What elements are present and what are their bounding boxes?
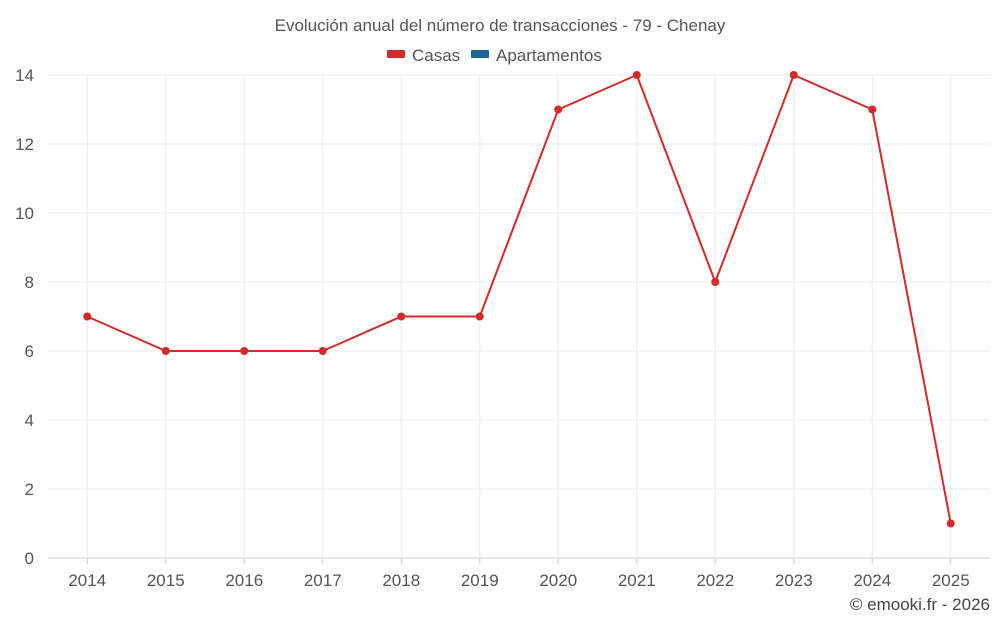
data-point-casas-2025[interactable] <box>946 519 955 528</box>
y-tick-label: 8 <box>25 273 34 292</box>
x-tick-label: 2014 <box>68 571 106 590</box>
y-tick-label: 0 <box>25 549 34 568</box>
legend-swatch-apartamentos <box>471 50 489 58</box>
x-tick-label: 2020 <box>539 571 577 590</box>
data-point-casas-2016[interactable] <box>240 347 249 355</box>
x-tick-label: 2023 <box>775 571 813 590</box>
chart-title: Evolución anual del número de transaccio… <box>275 16 726 35</box>
series <box>83 71 955 528</box>
credit-text: © emooki.fr - 2026 <box>850 595 990 614</box>
legend-label-casas: Casas <box>412 46 460 65</box>
x-tick-label: 2016 <box>225 571 263 590</box>
y-tick-label: 10 <box>15 204 34 223</box>
y-tick-label: 2 <box>25 480 34 499</box>
legend-label-apartamentos: Apartamentos <box>496 46 602 65</box>
legend: Casas Apartamentos <box>387 46 602 65</box>
legend-item-apartamentos[interactable]: Apartamentos <box>471 46 602 65</box>
x-tick-label: 2024 <box>853 571 891 590</box>
x-tick-label: 2017 <box>304 571 342 590</box>
grid <box>48 74 990 564</box>
data-point-casas-2014[interactable] <box>83 312 92 321</box>
data-point-casas-2020[interactable] <box>554 105 563 114</box>
legend-swatch-casas <box>387 50 405 58</box>
x-tick-label: 2019 <box>461 571 499 590</box>
data-point-casas-2019[interactable] <box>475 312 484 321</box>
data-point-casas-2015[interactable] <box>161 347 170 355</box>
data-point-casas-2023[interactable] <box>789 71 798 79</box>
data-point-casas-2022[interactable] <box>711 278 720 286</box>
x-tick-label: 2025 <box>932 571 970 590</box>
x-tick-label: 2015 <box>147 571 185 590</box>
legend-item-casas[interactable]: Casas <box>387 46 460 65</box>
y-axis-ticks: 0 2 4 6 8 10 12 14 <box>15 66 34 568</box>
y-tick-label: 4 <box>25 411 34 430</box>
y-tick-label: 12 <box>15 135 34 154</box>
data-point-casas-2017[interactable] <box>318 347 327 355</box>
data-point-casas-2024[interactable] <box>868 105 877 114</box>
series-line-casas <box>86 74 952 524</box>
data-point-casas-2018[interactable] <box>397 312 406 321</box>
x-tick-label: 2018 <box>382 571 420 590</box>
x-tick-label: 2021 <box>618 571 656 590</box>
y-tick-label: 14 <box>15 66 34 85</box>
data-point-casas-2021[interactable] <box>632 71 641 79</box>
y-tick-label: 6 <box>25 342 34 361</box>
x-axis-ticks: 2014 2015 2016 2017 2018 2019 2020 2021 2022 2023… <box>68 571 969 590</box>
x-tick-label: 2022 <box>696 571 734 590</box>
